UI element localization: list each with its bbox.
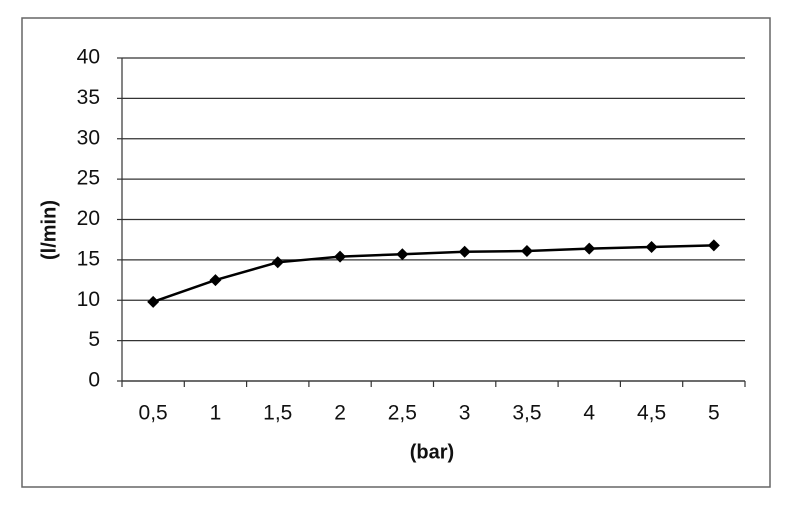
x-tick-label: 4 bbox=[583, 402, 595, 425]
chart-frame bbox=[21, 17, 771, 488]
data-point bbox=[396, 248, 409, 261]
x-tick-label: 2,5 bbox=[388, 402, 417, 425]
y-tick-label: 25 bbox=[77, 167, 100, 190]
x-tick-label: 3,5 bbox=[512, 402, 541, 425]
data-point bbox=[271, 256, 284, 269]
y-tick-label: 35 bbox=[77, 86, 100, 109]
x-tick-label: 3 bbox=[459, 402, 471, 425]
y-axis-title: (l/min) bbox=[38, 200, 60, 260]
x-tick-label: 1,5 bbox=[263, 402, 292, 425]
y-tick-label: 15 bbox=[77, 247, 100, 270]
x-tick-label: 1 bbox=[210, 402, 222, 425]
data-point bbox=[645, 240, 658, 253]
x-tick-label: 2 bbox=[334, 402, 346, 425]
data-line bbox=[152, 244, 714, 304]
y-tick-label: 20 bbox=[77, 207, 100, 230]
x-axis-title: (bar) bbox=[410, 441, 454, 463]
data-point bbox=[147, 295, 160, 308]
data-point bbox=[458, 245, 471, 258]
data-point bbox=[520, 244, 533, 257]
y-tick-label: 40 bbox=[77, 46, 100, 69]
data-point bbox=[334, 250, 347, 263]
data-point bbox=[209, 274, 222, 287]
y-tick-label: 0 bbox=[88, 369, 100, 392]
data-point bbox=[707, 239, 720, 252]
x-tick-label: 0,5 bbox=[139, 402, 168, 425]
data-point bbox=[583, 242, 596, 255]
y-tick-label: 30 bbox=[77, 126, 100, 149]
y-tick-label: 10 bbox=[77, 288, 100, 311]
x-tick-label: 4,5 bbox=[637, 402, 666, 425]
x-tick-label: 5 bbox=[708, 402, 720, 425]
y-tick-label: 5 bbox=[88, 328, 100, 351]
